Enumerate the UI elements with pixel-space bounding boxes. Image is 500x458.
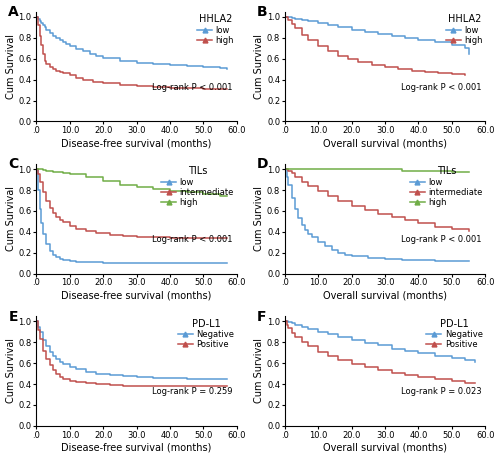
Text: Log-rank P < 0.001: Log-rank P < 0.001 (400, 83, 481, 92)
Legend: low, high: low, high (196, 13, 235, 46)
Y-axis label: Cum Survival: Cum Survival (254, 338, 264, 403)
Y-axis label: Cum Survival: Cum Survival (6, 186, 16, 251)
Text: B: B (257, 5, 268, 19)
Text: Log-rank P < 0.001: Log-rank P < 0.001 (400, 235, 481, 244)
Text: Log-rank P = 0.259: Log-rank P = 0.259 (152, 387, 232, 397)
Text: A: A (8, 5, 19, 19)
Text: Log-rank P < 0.001: Log-rank P < 0.001 (152, 83, 232, 92)
Y-axis label: Cum Survival: Cum Survival (6, 338, 16, 403)
X-axis label: Disease-free survival (months): Disease-free survival (months) (62, 442, 212, 453)
Legend: Negative, Positive: Negative, Positive (177, 318, 235, 350)
Legend: low, intermediate, high: low, intermediate, high (409, 166, 484, 208)
Legend: Negative, Positive: Negative, Positive (426, 318, 484, 350)
X-axis label: Disease-free survival (months): Disease-free survival (months) (62, 290, 212, 300)
X-axis label: Overall survival (months): Overall survival (months) (323, 290, 447, 300)
X-axis label: Overall survival (months): Overall survival (months) (323, 442, 447, 453)
Text: F: F (257, 310, 266, 324)
Y-axis label: Cum Survival: Cum Survival (6, 34, 16, 99)
Legend: low, intermediate, high: low, intermediate, high (160, 166, 235, 208)
Text: D: D (257, 158, 268, 171)
Y-axis label: Cum Survival: Cum Survival (254, 186, 264, 251)
Text: Log-rank P = 0.023: Log-rank P = 0.023 (400, 387, 481, 397)
Y-axis label: Cum Survival: Cum Survival (254, 34, 264, 99)
X-axis label: Overall survival (months): Overall survival (months) (323, 138, 447, 148)
Text: Log-rank P < 0.001: Log-rank P < 0.001 (152, 235, 232, 244)
Text: C: C (8, 158, 18, 171)
Text: E: E (8, 310, 18, 324)
X-axis label: Disease-free survival (months): Disease-free survival (months) (62, 138, 212, 148)
Legend: low, high: low, high (445, 13, 484, 46)
